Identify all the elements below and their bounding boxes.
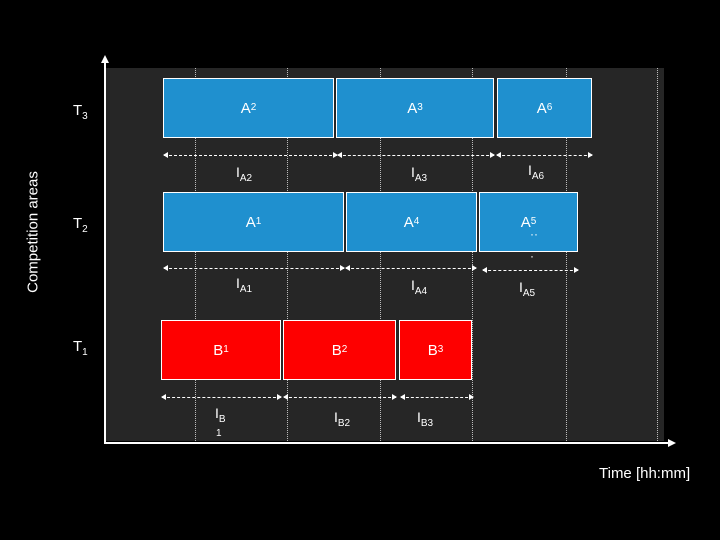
time-gridline	[380, 68, 381, 441]
interval-ib1	[161, 394, 282, 400]
time-gridline	[195, 68, 196, 441]
time-gridline	[657, 68, 658, 441]
ellipsis-dots: ··	[530, 227, 538, 241]
interval-ia3	[337, 152, 495, 158]
interval-ia6	[496, 152, 593, 158]
row-label-t1: T1	[73, 338, 88, 358]
interval-label-ia3: IA3	[411, 164, 428, 184]
x-axis	[104, 442, 670, 444]
interval-label-ib2: IB2	[334, 409, 351, 429]
time-gridline	[287, 68, 288, 441]
row-label-t2: T2	[73, 215, 88, 235]
y-axis-arrow-icon	[101, 55, 109, 63]
interval-ia4	[345, 265, 477, 271]
interval-label-ia2: IA2	[236, 164, 253, 184]
interval-label-ib3: IB3	[417, 409, 434, 429]
interval-ib3	[400, 394, 474, 400]
interval-ia1	[163, 265, 345, 271]
time-gridline	[472, 68, 473, 441]
x-axis-title: Time [hh:mm]	[599, 465, 691, 482]
interval-ib2	[283, 394, 397, 400]
interval-label-ib1: IB	[215, 405, 226, 425]
row-label-t3: T3	[73, 102, 88, 122]
y-axis	[104, 62, 106, 444]
y-axis-title: Competition areas	[24, 171, 42, 293]
interval-ia2	[163, 152, 338, 158]
ellipsis-dot: ·	[530, 249, 534, 263]
interval-ia5	[482, 267, 579, 273]
interval-label-ia5: IA5	[519, 279, 536, 299]
time-gridline	[566, 68, 567, 441]
interval-label-ia4: IA4	[411, 277, 428, 297]
interval-label-ia6: IA6	[528, 162, 545, 182]
interval-label-ib1-sub2: 1	[216, 428, 222, 439]
interval-label-ia1: IA1	[236, 275, 253, 295]
x-axis-arrow-icon	[668, 439, 676, 447]
